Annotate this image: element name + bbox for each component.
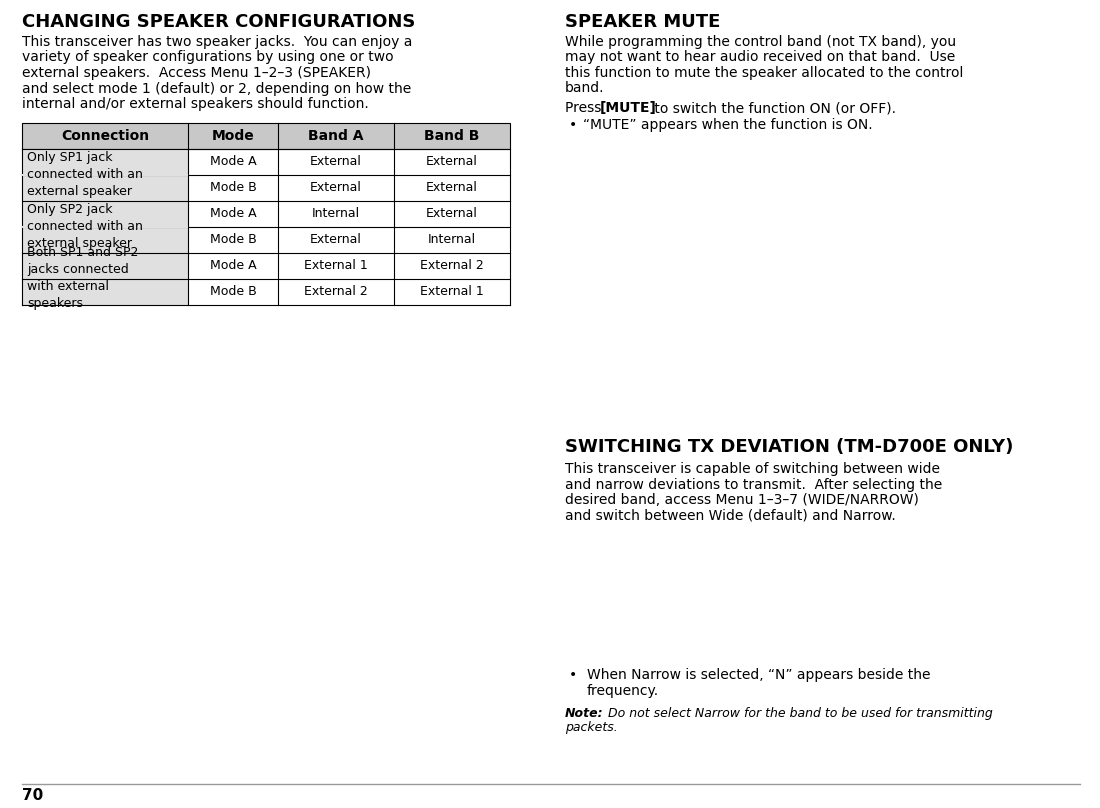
Text: Do not select Narrow for the band to be used for transmitting: Do not select Narrow for the band to be … [600,707,992,720]
Text: variety of speaker configurations by using one or two: variety of speaker configurations by usi… [22,50,394,65]
Text: 70: 70 [22,788,43,803]
Text: Internal: Internal [312,207,360,220]
Text: desired band, access Menu 1–3–7 (WIDE/NARROW): desired band, access Menu 1–3–7 (WIDE/NA… [565,493,918,507]
Text: Mode B: Mode B [210,181,256,194]
Text: External 1: External 1 [420,285,484,298]
Text: When Narrow is selected, “N” appears beside the: When Narrow is selected, “N” appears bes… [587,668,931,682]
Text: Mode B: Mode B [210,233,256,246]
Text: Only SP2 jack
connected with an
external speaker: Only SP2 jack connected with an external… [28,203,143,250]
Text: Note:: Note: [565,707,604,720]
Text: and switch between Wide (default) and Narrow.: and switch between Wide (default) and Na… [565,508,895,523]
Text: this function to mute the speaker allocated to the control: this function to mute the speaker alloca… [565,66,964,80]
Text: External: External [426,207,477,220]
Text: SWITCHING TX DEVIATION (TM-D700E ONLY): SWITCHING TX DEVIATION (TM-D700E ONLY) [565,438,1013,456]
Text: Connection: Connection [60,128,148,142]
Text: Band B: Band B [425,128,480,142]
Text: External 1: External 1 [305,259,367,272]
Text: External: External [426,155,477,168]
Text: External 2: External 2 [305,285,367,298]
Text: •: • [569,117,578,132]
Bar [22,149,188,200]
Text: packets.: packets. [565,721,618,734]
Text: and narrow deviations to transmit.  After selecting the: and narrow deviations to transmit. After… [565,478,943,491]
Text: Internal: Internal [428,233,476,246]
Text: “MUTE” appears when the function is ON.: “MUTE” appears when the function is ON. [583,117,872,132]
Text: CHANGING SPEAKER CONFIGURATIONS: CHANGING SPEAKER CONFIGURATIONS [22,13,416,31]
Text: Mode B: Mode B [210,285,256,298]
Text: External: External [310,155,362,168]
Text: External: External [310,181,362,194]
Text: External 2: External 2 [420,259,484,272]
Text: to switch the function ON (or OFF).: to switch the function ON (or OFF). [650,101,896,115]
Bar [22,200,188,252]
Text: Both SP1 and SP2
jacks connected
with external
speakers: Both SP1 and SP2 jacks connected with ex… [28,246,139,310]
Bar [22,123,510,149]
Text: Mode A: Mode A [210,155,256,168]
Text: may not want to hear audio received on that band.  Use: may not want to hear audio received on t… [565,50,955,65]
Text: Mode A: Mode A [210,259,256,272]
Text: •: • [569,668,578,682]
Text: Band A: Band A [308,128,364,142]
Text: frequency.: frequency. [587,684,659,697]
Text: band.: band. [565,82,605,95]
Text: This transceiver is capable of switching between wide: This transceiver is capable of switching… [565,462,940,476]
Text: Only SP1 jack
connected with an
external speaker: Only SP1 jack connected with an external… [28,151,143,198]
Text: This transceiver has two speaker jacks.  You can enjoy a: This transceiver has two speaker jacks. … [22,35,412,49]
Text: SPEAKER MUTE: SPEAKER MUTE [565,13,720,31]
Text: internal and/or external speakers should function.: internal and/or external speakers should… [22,97,368,111]
Text: Mode A: Mode A [210,207,256,220]
Bar [22,252,188,305]
Text: and select mode 1 (default) or 2, depending on how the: and select mode 1 (default) or 2, depend… [22,82,411,95]
Text: External: External [310,233,362,246]
Text: Mode: Mode [211,128,254,142]
Text: external speakers.  Access Menu 1–2–3 (SPEAKER): external speakers. Access Menu 1–2–3 (SP… [22,66,371,80]
Text: [MUTE]: [MUTE] [600,101,657,115]
Text: External: External [426,181,477,194]
Text: While programming the control band (not TX band), you: While programming the control band (not … [565,35,956,49]
Text: Press: Press [565,101,606,115]
